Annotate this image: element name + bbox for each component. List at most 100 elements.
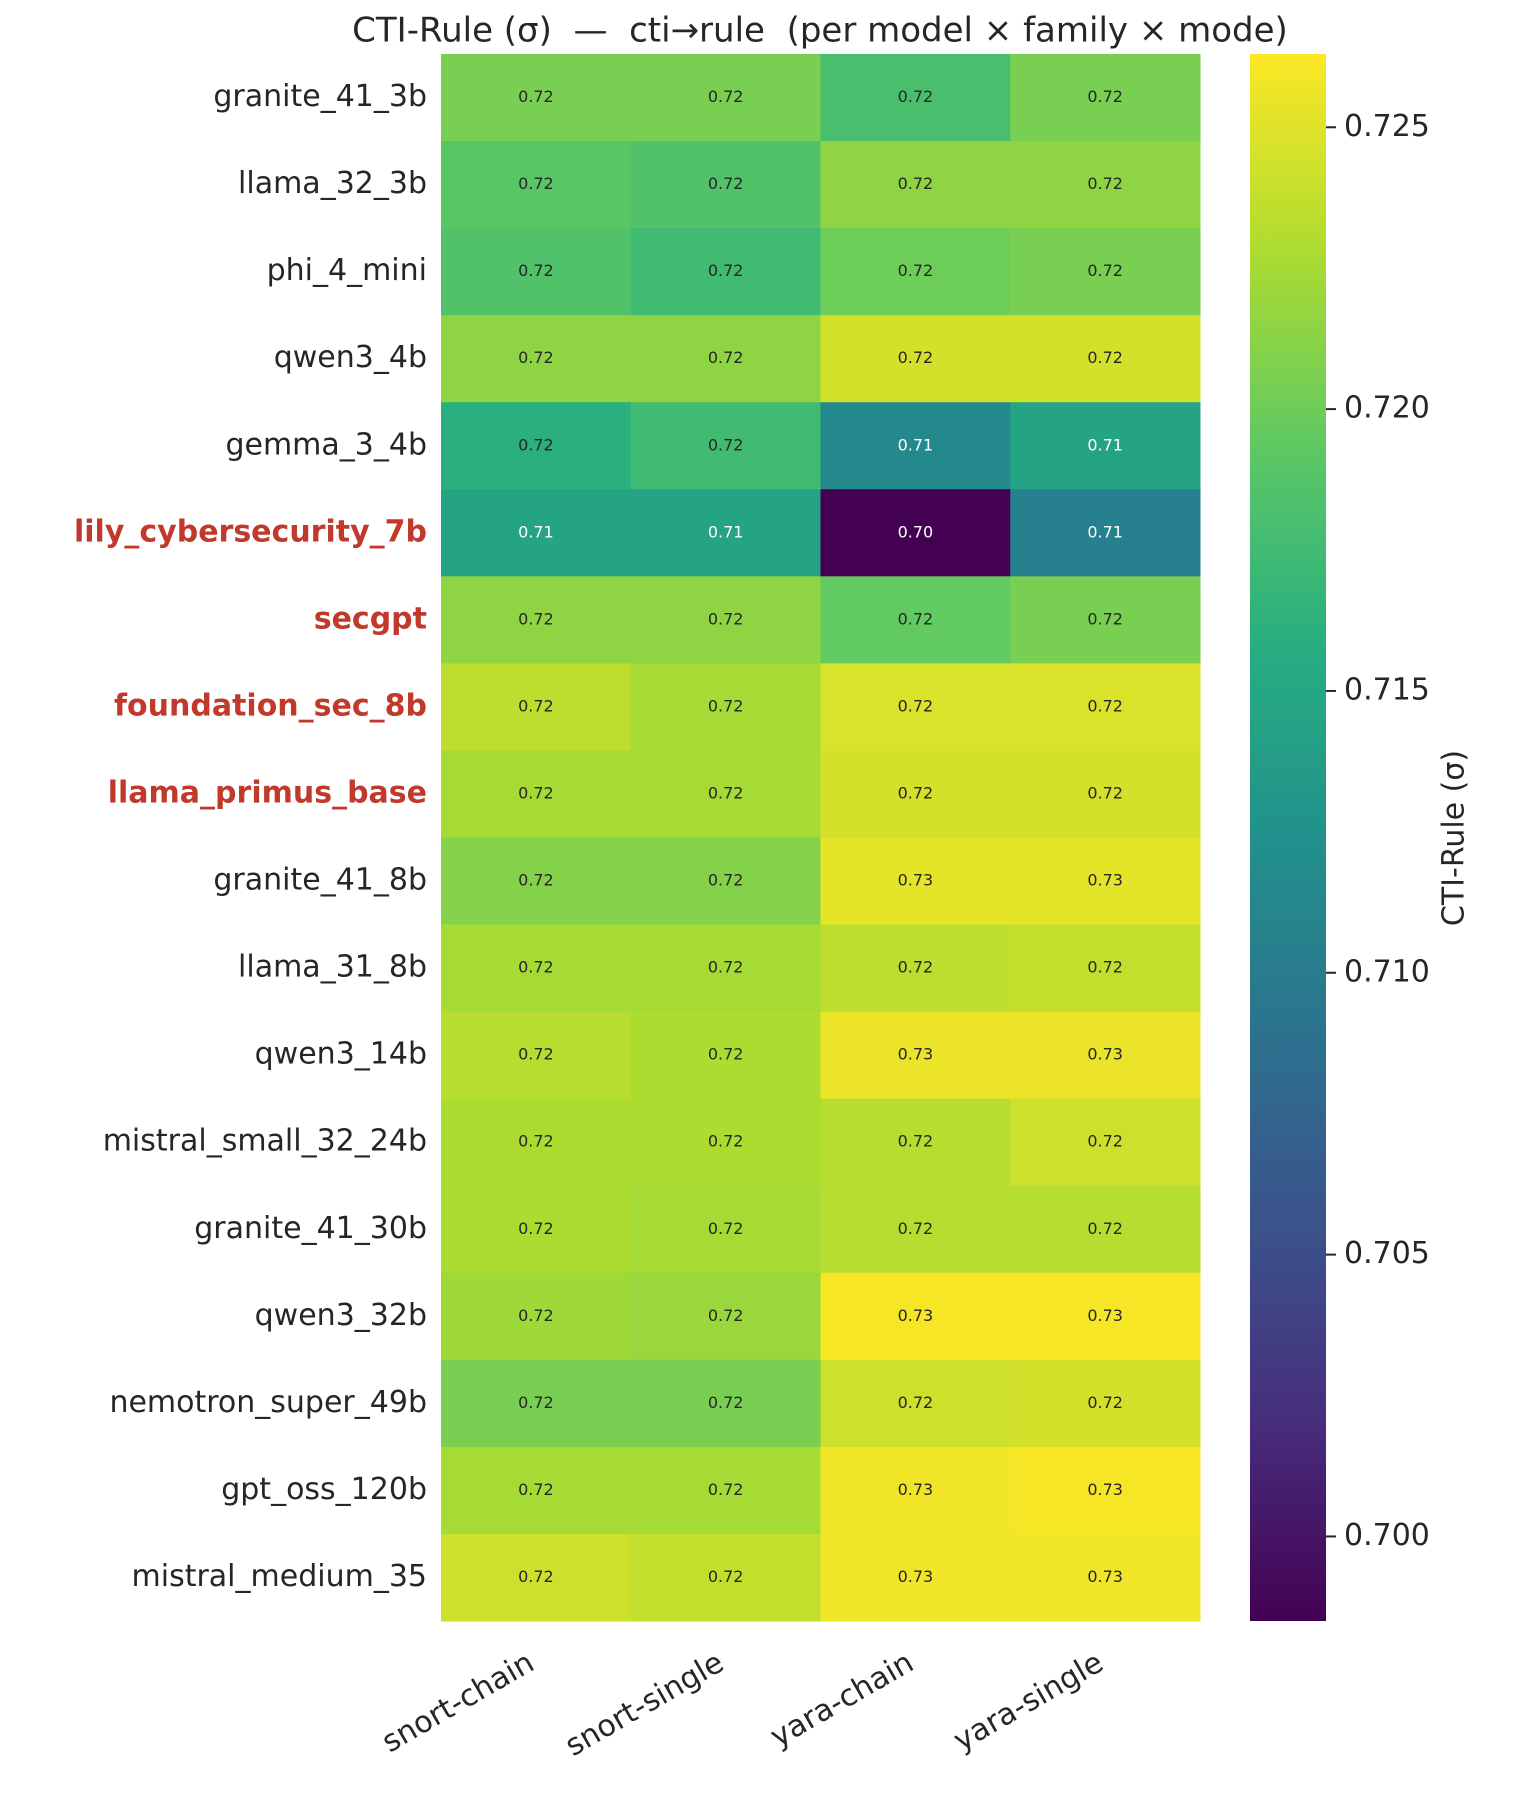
cell-label: 0.72 [708,609,744,628]
cell-label: 0.73 [1087,1567,1123,1586]
cell-label: 0.73 [898,1567,934,1586]
heatmap-cell [441,750,632,838]
heatmap-cell [820,54,1011,142]
cell-label: 0.72 [708,261,744,280]
cell-label: 0.73 [898,871,934,890]
cell-label: 0.72 [898,783,934,802]
cell-label: 0.72 [708,1132,744,1151]
heatmap-cell [441,1533,632,1622]
cell-label: 0.72 [1087,1393,1123,1412]
heatmap-cell [820,1272,1011,1361]
cell-label: 0.72 [898,1393,934,1412]
heatmap-cell [820,924,1011,1013]
heatmap-cell [1010,228,1201,316]
cell-label: 0.72 [1087,174,1123,193]
colorbar [1250,54,1326,1621]
heatmap-cell [630,750,821,838]
cell-label: 0.72 [518,1219,554,1238]
heatmap-cell [1010,750,1201,838]
heatmap-cell [820,489,1011,577]
heatmap-cell [441,1185,632,1274]
heatmap-cell [630,54,821,142]
heatmap-cell [1010,1359,1201,1448]
heatmap-cell [820,576,1011,664]
cell-label: 0.72 [898,696,934,715]
row-label: llama_32_3b [238,166,427,201]
heatmap-cell [630,924,821,1013]
heatmap-cell [820,315,1011,403]
cell-label: 0.72 [898,1219,934,1238]
row-label: llama_primus_base [108,775,427,810]
heatmap-cell [1010,1098,1201,1187]
heatmap-cell [630,141,821,229]
heatmap-cell [441,1011,632,1100]
cell-label: 0.71 [898,435,934,454]
cell-label: 0.72 [518,174,554,193]
row-label: lily_cybersecurity_7b [74,514,427,549]
cell-label: 0.71 [1087,435,1123,454]
cell-label: 0.72 [708,696,744,715]
heatmap-cell [1010,1533,1201,1622]
heatmap-cell [630,402,821,490]
row-label: phi_4_mini [267,253,427,288]
row-label: mistral_medium_35 [132,1559,427,1594]
cell-label: 0.72 [708,1393,744,1412]
cell-label: 0.71 [518,522,554,541]
heatmap-cell [441,54,632,142]
cell-label: 0.70 [898,522,934,541]
heatmap-cell [630,489,821,577]
heatmap-cell [441,489,632,577]
cell-label: 0.72 [898,609,934,628]
heatmap-cell [820,1446,1011,1535]
heatmap-cell [1010,1011,1201,1100]
heatmap-cell [1010,663,1201,751]
row-label: qwen3_14b [255,1037,427,1072]
heatmap-cell [630,1446,821,1535]
cell-label: 0.72 [518,1393,554,1412]
heatmap-cell [630,1533,821,1622]
cell-label: 0.72 [518,783,554,802]
cell-label: 0.72 [708,1045,744,1064]
heatmap-cell [630,837,821,926]
cell-label: 0.72 [518,1306,554,1325]
cell-label: 0.72 [1087,696,1123,715]
heatmap-cell [441,141,632,229]
heatmap-cell [820,750,1011,838]
colorbar-tick-label: 0.715 [1344,672,1430,707]
heatmap-cell [1010,576,1201,664]
cell-label: 0.72 [708,1567,744,1586]
heatmap-cell [441,1446,632,1535]
cell-label: 0.73 [898,1045,934,1064]
x-tick-label: yara-chain [764,1645,919,1755]
cell-label: 0.73 [1087,1480,1123,1499]
heatmap-cell [441,1359,632,1448]
row-label: secgpt [314,601,427,636]
row-label: foundation_sec_8b [114,688,427,723]
heatmap-cell [1010,489,1201,577]
row-label: gpt_oss_120b [221,1472,427,1507]
cell-label: 0.72 [518,1567,554,1586]
cell-label: 0.72 [518,1045,554,1064]
heatmap-cell [820,1359,1011,1448]
cell-label: 0.72 [518,958,554,977]
colorbar-tick-label: 0.725 [1344,109,1430,144]
heatmap-cell [630,1011,821,1100]
heatmap-cell [441,228,632,316]
cell-label: 0.72 [1087,783,1123,802]
row-label: mistral_small_32_24b [103,1124,427,1159]
heatmap-cell [820,141,1011,229]
heatmap-cell [630,576,821,664]
cell-label: 0.72 [708,1480,744,1499]
heatmap-cell [441,576,632,664]
cell-label: 0.72 [898,1132,934,1151]
cell-label: 0.72 [518,696,554,715]
cell-label: 0.73 [898,1306,934,1325]
cell-label: 0.73 [1087,871,1123,890]
heatmap-cell [630,1098,821,1187]
cell-label: 0.72 [708,87,744,106]
colorbar-tick-label: 0.705 [1344,1236,1430,1271]
heatmap-cell [820,1533,1011,1622]
colorbar-tick-label: 0.710 [1344,954,1430,989]
cell-label: 0.72 [518,1132,554,1151]
